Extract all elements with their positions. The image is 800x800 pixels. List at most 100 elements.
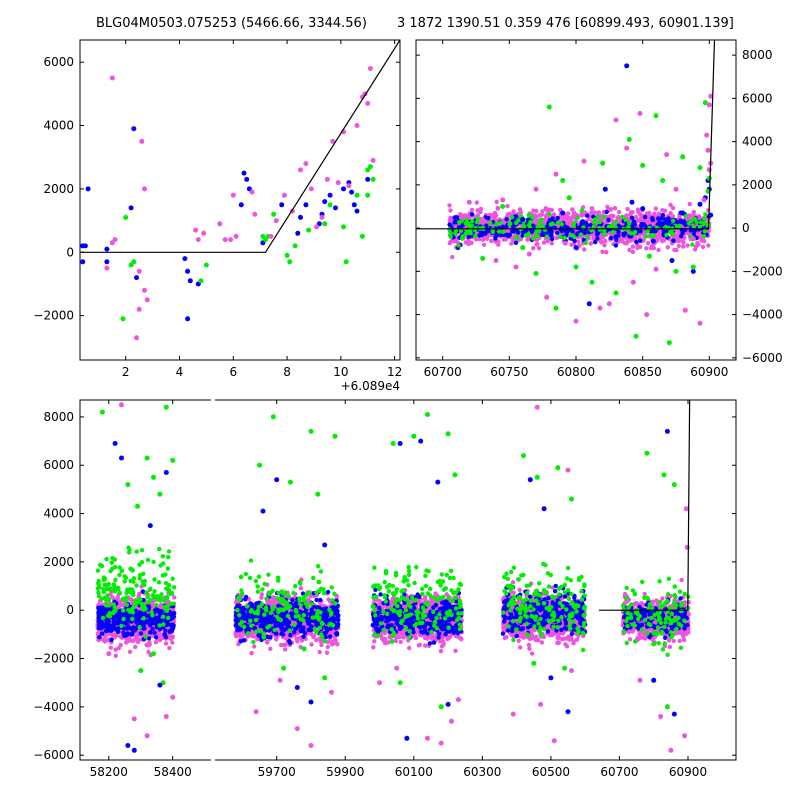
zoom-season-axes-frame [415, 39, 737, 361]
zoom-peak-blue-point [333, 205, 338, 211]
zoom-season-magenta-point [533, 186, 539, 192]
zoom-season-band-green-point [535, 224, 540, 229]
full-lightcurve-band-magenta-point [124, 636, 130, 641]
zoom-season-band-magenta-point [494, 199, 499, 204]
full-lightcurve-band-blue-point [163, 628, 168, 633]
zoom-peak-xtick-label: 4 [176, 365, 184, 379]
full-lightcurve-band-blue-point [328, 626, 333, 631]
full-lightcurve-band-blue-point [133, 612, 139, 617]
full-lightcurve-band-blue-point [158, 611, 163, 617]
zoom-season-band-blue-point [621, 231, 626, 237]
full-lightcurve-band-magenta-point [294, 636, 299, 641]
zoom-peak-blue-point [244, 176, 250, 182]
zoom-season-band-magenta-point [635, 207, 641, 212]
full-lightcurve-band-green-point [170, 576, 175, 581]
full-lightcurve-band-magenta-point [259, 595, 264, 600]
zoom-season-magenta-point [597, 305, 603, 311]
zoom-season-band-blue-point [629, 215, 635, 221]
zoom-season-band-magenta-point [534, 208, 539, 214]
zoom-season-band-magenta-point [469, 207, 475, 213]
full-lightcurve-band-blue-point [146, 605, 152, 610]
zoom-season-band-blue-point [549, 229, 554, 234]
zoom-season-band-magenta-point [645, 241, 651, 246]
zoom-peak-magenta-point [233, 233, 239, 239]
zoom-season-blue-point [613, 234, 619, 240]
full-lightcurve-band-green-point [158, 594, 163, 600]
zoom-season-band-magenta-point [450, 254, 455, 260]
full-lightcurve-band-green-point [137, 576, 142, 581]
zoom-season-band-green-point [473, 233, 478, 239]
full-lightcurve-band-green-point [134, 583, 139, 588]
zoom-season-green-point [697, 165, 703, 171]
zoom-season-band-magenta-point [602, 243, 607, 248]
full-lightcurve-band-green-point [165, 566, 171, 571]
zoom-season-band-blue-point [631, 219, 637, 224]
full-lightcurve-band-green-point [148, 586, 153, 591]
zoom-season-band-green-point [530, 236, 536, 241]
full-lightcurve-band-blue-point [290, 597, 295, 603]
full-lightcurve-band-magenta-point [135, 636, 140, 642]
zoom-season-band-magenta-point [641, 237, 646, 242]
zoom-season-band-magenta-point [492, 210, 498, 216]
zoom-peak-magenta-point [330, 138, 336, 144]
zoom-season-band-green-point [448, 234, 453, 239]
full-lightcurve-band-blue-point [111, 619, 117, 625]
full-lightcurve-band-magenta-point [170, 640, 175, 645]
zoom-season-band-blue-point [643, 223, 648, 229]
zoom-season-band-magenta-point [661, 238, 667, 243]
zoom-season-blue-point [680, 210, 686, 216]
zoom-season-band-magenta-point [687, 214, 692, 220]
zoom-season-green-point [573, 264, 579, 270]
zoom-season-magenta-point [682, 307, 688, 313]
full-lightcurve-band-green-point [130, 616, 135, 622]
zoom-peak-magenta-point [193, 227, 199, 233]
zoom-season-band-blue-point [552, 225, 558, 231]
zoom-season-band-blue-point [454, 215, 460, 220]
zoom-season-band-green-point [516, 218, 521, 223]
zoom-season-band-magenta-point [682, 235, 687, 240]
zoom-season-ytick-label: 2000 [742, 178, 773, 192]
full-lightcurve-band-magenta-point [158, 602, 164, 607]
zoom-season-band-magenta-point [549, 207, 554, 213]
zoom-peak-blue-point [365, 176, 371, 182]
full-lightcurve-band-blue-point [138, 613, 143, 618]
full-lightcurve-band-green-point [110, 566, 115, 571]
zoom-season-green-point [702, 100, 708, 106]
zoom-season-band-magenta-point [591, 236, 596, 241]
zoom-season-magenta-point [493, 258, 499, 263]
full-lightcurve-band-magenta-point [318, 639, 323, 644]
full-lightcurve-band-green-point [110, 556, 115, 561]
zoom-season-band-magenta-point [627, 247, 632, 253]
zoom-season-band-green-point [585, 234, 590, 240]
zoom-season-green-point [706, 175, 712, 181]
zoom-peak-blue-point [279, 202, 285, 208]
zoom-season-band-magenta-point [630, 210, 635, 215]
zoom-season-band-green-point [469, 219, 475, 224]
zoom-peak-magenta-point [228, 237, 234, 243]
full-lightcurve-band-blue-point [105, 619, 111, 625]
zoom-season-green-point [566, 195, 572, 201]
zoom-peak-xtick-label: 12 [387, 365, 402, 379]
zoom-peak-green-point [370, 176, 376, 182]
zoom-season-band-green-point [579, 208, 585, 213]
zoom-season-band-green-point [632, 230, 638, 235]
full-lightcurve-band-blue-point [155, 608, 160, 613]
zoom-season-green-point [626, 137, 632, 142]
zoom-season-band-magenta-point [495, 205, 500, 211]
zoom-season-band-green-point [555, 220, 561, 225]
full-lightcurve-band-green-point [101, 586, 106, 592]
full-lightcurve-band-magenta-point [146, 649, 151, 655]
full-lightcurve-band-magenta-point [127, 649, 133, 654]
full-lightcurve-band-blue-point [125, 622, 130, 627]
zoom-peak-blue-point [134, 275, 139, 281]
zoom-season-band-green-point [623, 217, 628, 223]
full-lightcurve-band-magenta-point [113, 647, 118, 652]
zoom-season-band-magenta-point [648, 245, 654, 251]
zoom-season-magenta-point [673, 186, 679, 192]
zoom-season-band-magenta-point [622, 240, 627, 246]
zoom-peak-blue-point [241, 170, 247, 176]
zoom-season-band-magenta-point [540, 209, 545, 214]
full-lightcurve-band-blue-point [324, 626, 329, 631]
zoom-season-band-blue-point [506, 233, 511, 239]
zoom-peak-blue-point [295, 230, 301, 236]
